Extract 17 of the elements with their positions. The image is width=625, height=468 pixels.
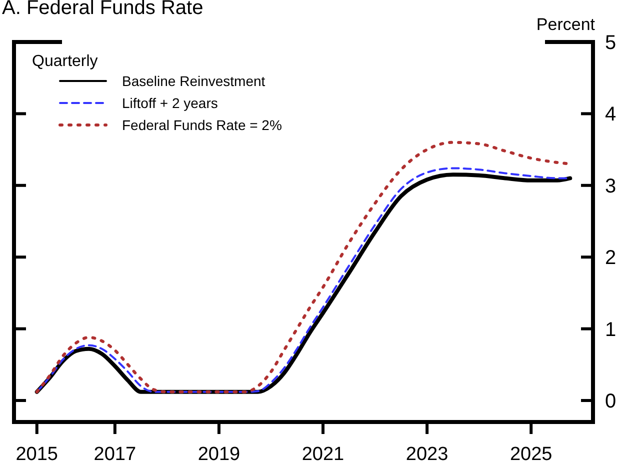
x-tick-label: 2025 — [510, 444, 552, 465]
legend-title: Quarterly — [32, 53, 98, 70]
legend-label: Liftoff + 2 years — [122, 95, 218, 111]
x-tick-label: 2015 — [16, 444, 58, 465]
y-tick-label: 2 — [605, 247, 616, 270]
y-tick-label: 4 — [605, 104, 616, 126]
legend-label: Federal Funds Rate = 2% — [122, 117, 282, 133]
y-tick-label: 1 — [605, 318, 616, 341]
y-tick-label: 5 — [605, 32, 616, 54]
y-tick-label: 0 — [605, 390, 616, 412]
legend-label: Baseline Reinvestment — [122, 73, 266, 89]
x-tick-label: 2023 — [406, 444, 448, 465]
y-tick-label: 3 — [605, 175, 616, 198]
x-tick-label: 2019 — [198, 444, 240, 465]
y-axis-title: Percent — [536, 15, 596, 34]
x-tick-label: 2021 — [302, 444, 344, 465]
x-tick-label: 2017 — [94, 444, 136, 465]
